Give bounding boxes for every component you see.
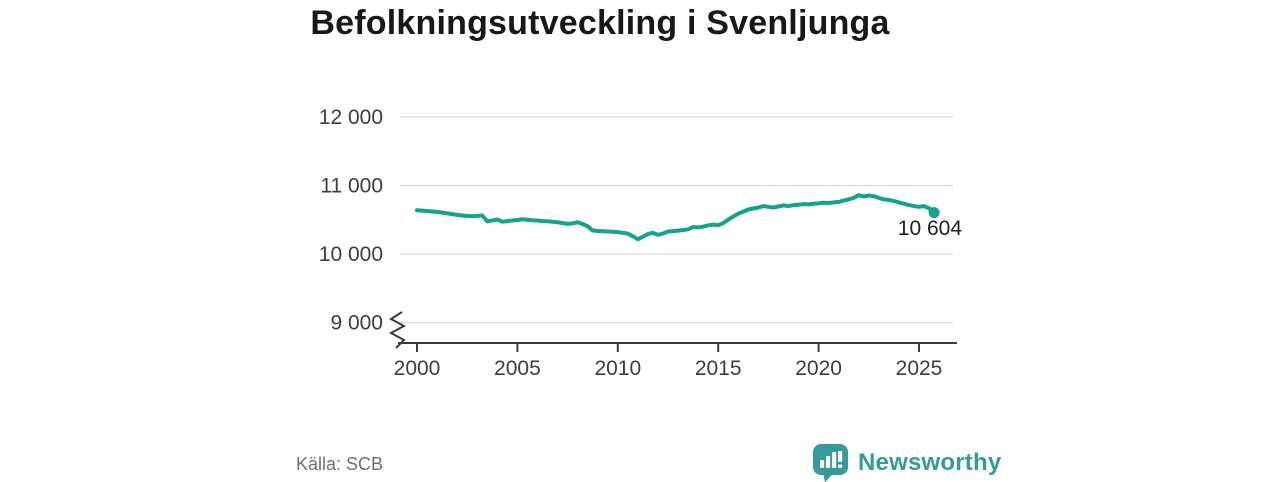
chart-title: Befolkningsutveckling i Svenljunga <box>310 4 890 42</box>
y-tick-label: 11 000 <box>320 175 383 198</box>
x-tick-label: 2025 <box>896 357 943 380</box>
newsworthy-logo: Newsworthy <box>812 443 1001 482</box>
y-tick-label: 12 000 <box>319 106 383 129</box>
end-value-label: 10 604 <box>898 217 963 240</box>
end-point-marker <box>928 207 940 219</box>
axis-break-icon <box>388 311 407 349</box>
x-tick-label: 2020 <box>795 357 842 380</box>
x-tick-label: 2000 <box>394 357 441 380</box>
y-tick-label: 10 000 <box>319 243 383 266</box>
x-tick-label: 2015 <box>695 357 742 380</box>
source-label: Källa: SCB <box>296 454 384 474</box>
newsworthy-brand-text: Newsworthy <box>858 448 1002 476</box>
population-line <box>415 193 937 242</box>
x-tick-label: 2005 <box>494 357 541 380</box>
y-tick-label: 9 000 <box>330 312 383 335</box>
x-tick-label: 2010 <box>594 357 641 380</box>
newsworthy-logo-icon <box>813 444 848 482</box>
